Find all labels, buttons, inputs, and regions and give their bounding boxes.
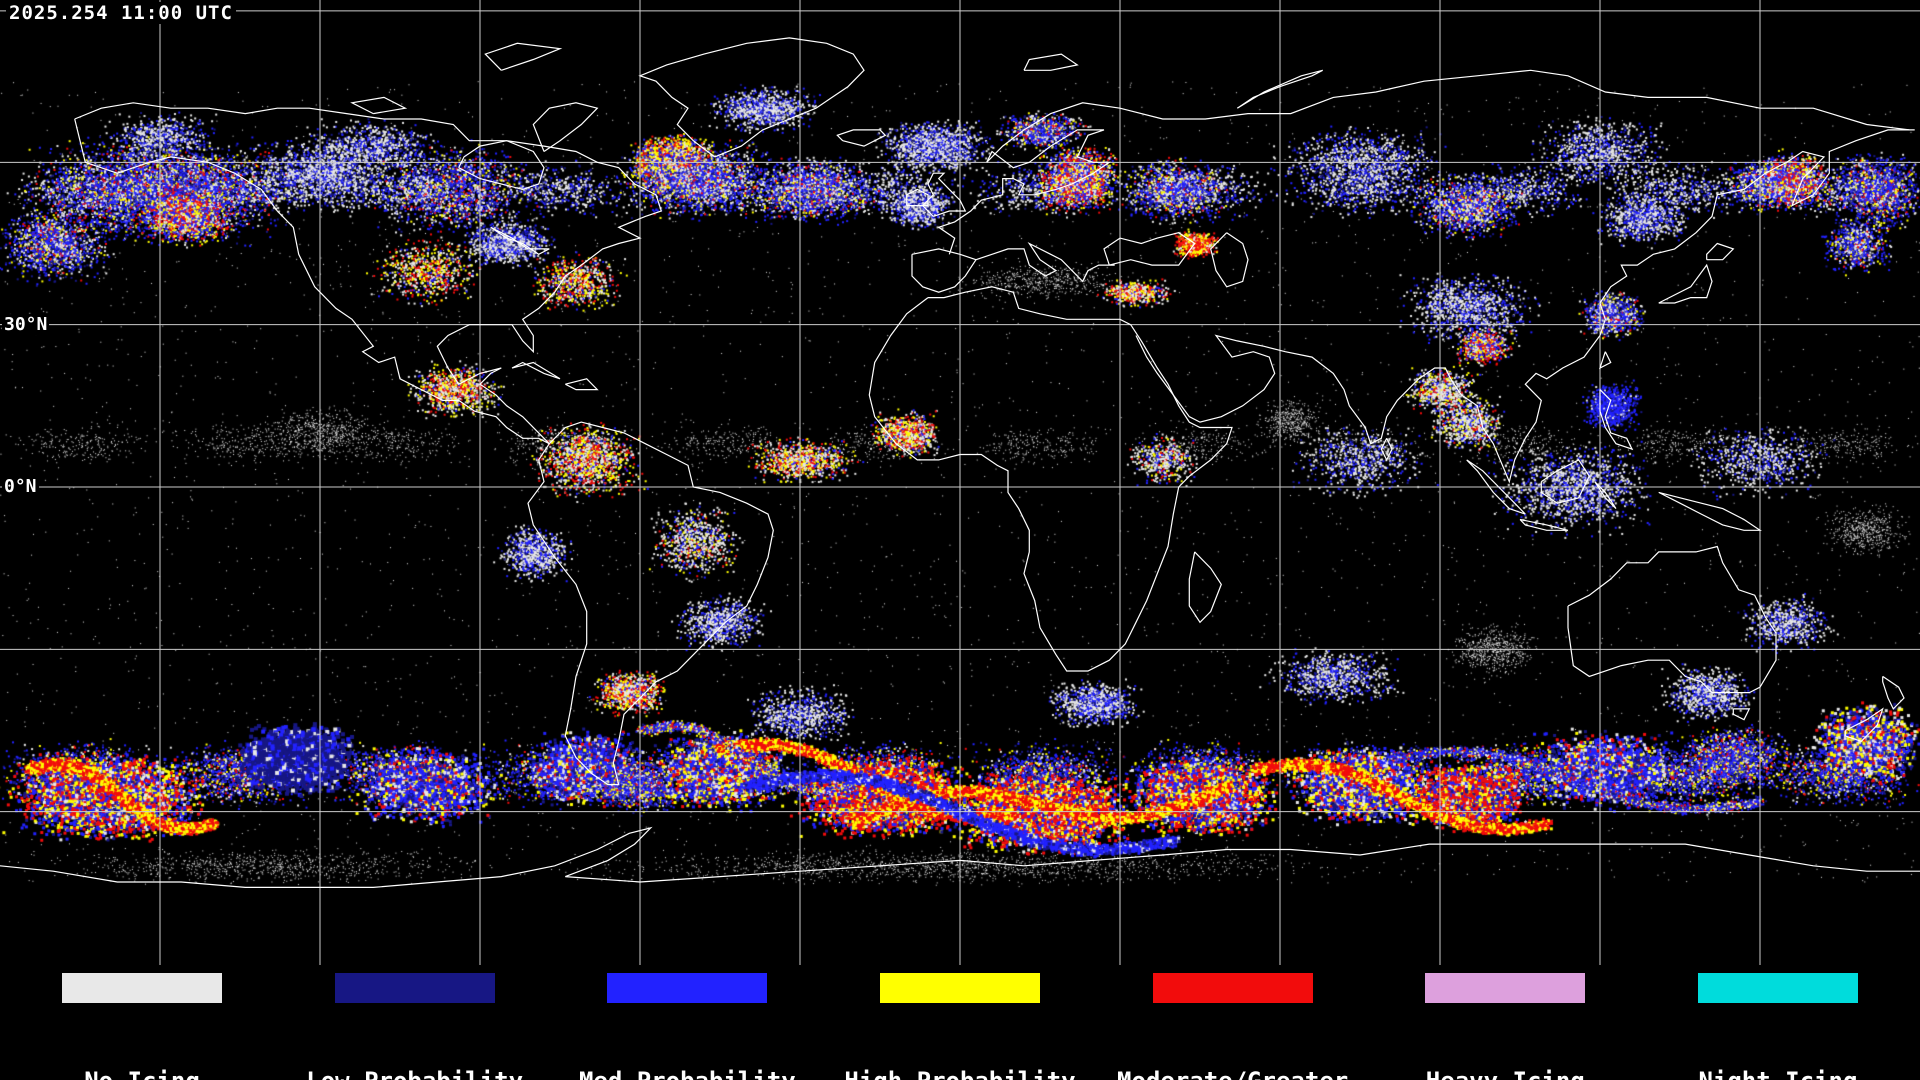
night-icing-swatch: [1697, 973, 1858, 1003]
low-prob-light-icing-swatch: [334, 973, 495, 1003]
legend-item-night-icing: Night Icing: [1662, 973, 1894, 1080]
no-icing-retrieval-swatch: [62, 973, 222, 1003]
high-prob-light-icing-label: High Probability of Light Icing: [844, 1010, 1075, 1080]
moderate-greater-icing-label: Moderate/Greater Icing Likely: [1117, 1010, 1348, 1080]
low-prob-light-icing-label: Low Probability of Light Icing: [306, 1010, 523, 1080]
latitude-label-30n: 30°N: [2, 314, 50, 336]
legend-item-moderate-greater-icing: Moderate/Greater Icing Likely: [1117, 973, 1349, 1080]
no-icing-retrieval-label: No Icing Retrieval: [77, 1010, 207, 1080]
heavy-icing-swatch: [1425, 973, 1586, 1003]
timestamp-label: 2025.254 11:00 UTC: [6, 2, 236, 24]
legend-item-high-prob-light-icing: High Probability of Light Icing: [844, 973, 1076, 1080]
legend-label-line1: Night Icing: [1698, 1067, 1857, 1080]
legend-label-line1: Low Probability: [306, 1067, 523, 1080]
legend-label-line1: Med.Probability: [579, 1067, 796, 1080]
icing-data-layer: [0, 0, 1920, 965]
latitude-label-0n: 0°N: [2, 476, 39, 498]
legend-item-low-prob-light-icing: Low Probability of Light Icing: [299, 973, 531, 1080]
night-icing-label: Night Icing: [1698, 1010, 1857, 1080]
med-prob-light-icing-label: Med.Probability of Light Icing: [579, 1010, 796, 1080]
legend-bar: No Icing Retrieval Low Probability of Li…: [0, 965, 1920, 1080]
med-prob-light-icing-swatch: [607, 973, 768, 1003]
legend-item-no-icing-retrieval: No Icing Retrieval: [26, 973, 258, 1080]
legend-label-line1: Moderate/Greater: [1117, 1067, 1348, 1080]
legend-label-line1: High Probability: [844, 1067, 1075, 1080]
legend-item-heavy-icing: Heavy Icing: [1389, 973, 1621, 1080]
high-prob-light-icing-swatch: [879, 973, 1040, 1003]
heavy-icing-label: Heavy Icing: [1426, 1010, 1585, 1080]
legend-item-med-prob-light-icing: Med.Probability of Light Icing: [571, 973, 803, 1080]
legend-label-line1: Heavy Icing: [1426, 1067, 1585, 1080]
moderate-greater-icing-swatch: [1152, 973, 1313, 1003]
legend-label-line1: No Icing: [77, 1067, 207, 1080]
world-icing-map: 2025.254 11:00 UTC 30°N 0°N: [0, 0, 1920, 965]
